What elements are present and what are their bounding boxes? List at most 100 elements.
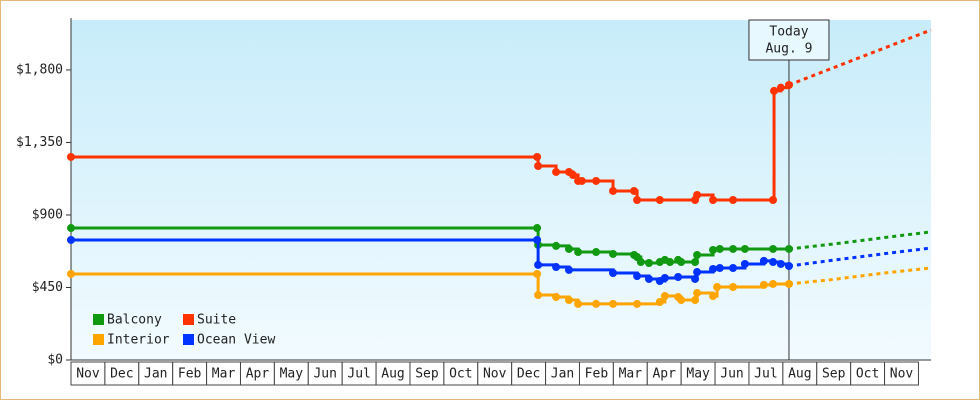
price-point <box>709 195 718 204</box>
price-point <box>784 244 793 253</box>
legend-label: Ocean View <box>197 333 275 348</box>
x-tick-label: Oct <box>856 367 879 382</box>
price-point <box>776 83 785 92</box>
price-point <box>784 279 793 288</box>
x-tick-label: Mar <box>212 367 236 382</box>
today-date: Aug. 9 <box>765 42 812 57</box>
price-point <box>67 224 75 233</box>
x-tick-label: Jan <box>144 367 167 382</box>
price-point <box>609 299 618 308</box>
price-point <box>693 190 702 199</box>
price-point <box>769 258 778 267</box>
x-tick-label: Sep <box>822 367 846 382</box>
price-point <box>533 224 542 233</box>
price-point <box>691 258 700 267</box>
y-tick-label: $450 <box>32 280 63 295</box>
price-point <box>709 292 718 301</box>
price-point <box>769 195 778 204</box>
x-tick-label: Nov <box>483 367 507 382</box>
price-point <box>729 283 738 292</box>
legend-swatch <box>183 334 194 345</box>
today-box <box>748 19 830 61</box>
x-tick-label: Jun <box>720 367 743 382</box>
price-point <box>533 152 542 161</box>
price-point <box>533 235 542 244</box>
x-tick-label: Dec <box>110 367 133 382</box>
price-point <box>729 263 738 272</box>
x-tick-label: Mar <box>619 367 643 382</box>
price-point <box>784 262 793 271</box>
price-point <box>713 283 722 292</box>
legend-swatch <box>183 314 194 325</box>
price-point <box>633 299 642 308</box>
price-point <box>759 280 768 289</box>
price-point <box>592 299 601 308</box>
today-label: Today <box>769 25 808 40</box>
price-point <box>644 258 653 267</box>
x-tick-label: Jun <box>313 367 336 382</box>
x-tick-label: Apr <box>246 367 270 382</box>
price-point <box>691 296 700 305</box>
price-point <box>655 195 664 204</box>
price-point <box>552 292 561 301</box>
price-point <box>665 258 674 267</box>
price-point <box>677 258 686 267</box>
price-point <box>729 195 738 204</box>
price-point <box>564 296 573 305</box>
price-point <box>769 279 778 288</box>
x-tick-label: Feb <box>178 367 202 382</box>
x-tick-label: Aug <box>381 367 404 382</box>
price-point <box>677 296 686 305</box>
price-point <box>609 268 618 277</box>
price-point <box>564 244 573 253</box>
forecast-line <box>788 28 932 87</box>
price-point <box>776 259 785 268</box>
price-point <box>784 80 793 89</box>
x-tick-label: Nov <box>890 367 914 382</box>
x-tick-box <box>884 361 919 386</box>
price-point <box>644 274 653 283</box>
x-tick-label: Aug <box>788 367 811 382</box>
price-point <box>534 291 543 300</box>
legend-label: Balcony <box>107 313 162 328</box>
price-point <box>577 176 586 185</box>
price-point <box>67 152 75 161</box>
price-point <box>691 274 700 283</box>
price-point <box>660 273 669 282</box>
price-point <box>552 263 561 272</box>
price-point <box>693 288 702 297</box>
x-tick-label: Jul <box>754 367 777 382</box>
y-tick-label: $1,800 <box>16 62 63 77</box>
price-point <box>564 265 573 274</box>
price-point <box>633 195 642 204</box>
price-point <box>569 171 578 180</box>
price-point <box>693 250 702 259</box>
x-tick-label: May <box>686 367 710 382</box>
price-point <box>574 299 583 308</box>
series-line <box>71 272 789 306</box>
price-point <box>67 269 75 278</box>
x-tick-label: Sep <box>415 367 439 382</box>
price-point <box>552 241 561 250</box>
price-point <box>609 186 618 195</box>
price-point <box>715 244 724 253</box>
price-point <box>740 244 749 253</box>
price-point <box>693 268 702 277</box>
legend-swatch <box>93 314 104 325</box>
price-point <box>636 258 645 267</box>
x-tick-label: Feb <box>585 367 609 382</box>
y-tick-label: $0 <box>47 353 63 368</box>
y-tick-label: $1,350 <box>16 135 63 150</box>
x-tick-label: Dec <box>517 367 540 382</box>
x-tick-label: May <box>280 367 304 382</box>
price-point <box>674 273 683 282</box>
price-point <box>740 259 749 268</box>
price-point <box>534 161 543 170</box>
price-point <box>769 244 778 253</box>
price-point <box>729 244 738 253</box>
price-point <box>630 186 639 195</box>
legend-label: Interior <box>107 333 170 348</box>
price-point <box>533 269 542 278</box>
